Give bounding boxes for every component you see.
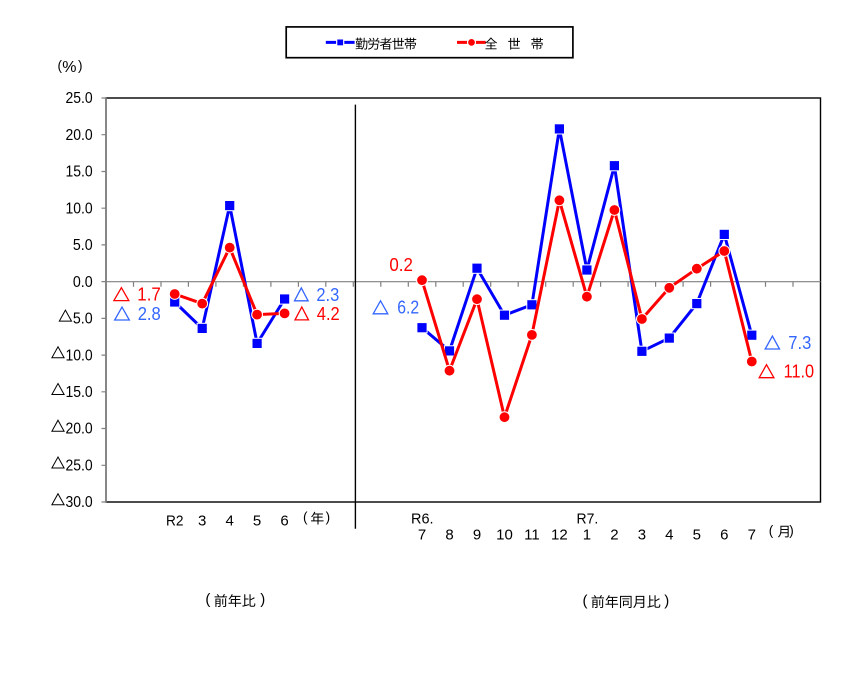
svg-text:7: 7 [748,527,756,544]
svg-text:3: 3 [198,512,206,529]
svg-text:7: 7 [418,527,426,544]
svg-text:2: 2 [610,527,618,544]
svg-text:4: 4 [226,512,234,529]
svg-text:25.0: 25.0 [66,90,93,107]
svg-text:1.7: 1.7 [137,285,161,305]
svg-text:10: 10 [496,527,513,544]
svg-text:(: ( [205,591,210,608]
svg-text:1: 1 [583,527,591,544]
svg-text:(: ( [769,523,774,538]
svg-text:30.0: 30.0 [66,494,93,511]
svg-text:6: 6 [280,512,288,529]
svg-text:): ) [664,592,669,609]
svg-text:R7.: R7. [577,510,599,527]
svg-text:5: 5 [693,527,701,544]
svg-text:4: 4 [665,527,673,544]
svg-text:10.0: 10.0 [66,200,93,217]
svg-text:2.3: 2.3 [316,285,339,305]
svg-text:20.0: 20.0 [66,127,93,144]
svg-text:12: 12 [551,527,568,544]
svg-text:6: 6 [720,527,728,544]
svg-text:(: ( [58,58,63,73]
svg-text:): ) [326,510,331,525]
svg-text:3: 3 [638,527,646,544]
svg-text:11: 11 [524,527,540,544]
svg-text:8: 8 [445,527,453,544]
svg-text:9: 9 [473,527,481,544]
svg-text:R2: R2 [166,512,184,529]
svg-text:0.0: 0.0 [73,274,93,291]
svg-text:(: ( [303,510,308,525]
svg-text:11.0: 11.0 [784,362,815,382]
svg-text:5.0: 5.0 [73,237,93,254]
svg-text:): ) [260,591,265,608]
svg-text:7.3: 7.3 [788,333,811,353]
svg-text:10.0: 10.0 [66,347,93,364]
svg-text:5: 5 [253,512,261,529]
svg-text:): ) [78,58,83,73]
svg-text:15.0: 15.0 [66,164,93,181]
svg-text:4.2: 4.2 [317,304,340,324]
svg-text:): ) [789,523,794,538]
svg-text:20.0: 20.0 [66,421,93,438]
svg-text:2.8: 2.8 [138,304,161,324]
svg-text:15.0: 15.0 [66,384,93,401]
svg-text:R6.: R6. [411,510,434,527]
svg-text:5.0: 5.0 [73,311,93,328]
svg-text:%: % [62,59,76,76]
svg-text:25.0: 25.0 [66,458,93,475]
svg-text:0.2: 0.2 [389,255,413,275]
svg-text:6.2: 6.2 [397,298,419,318]
svg-text:(: ( [583,592,588,609]
